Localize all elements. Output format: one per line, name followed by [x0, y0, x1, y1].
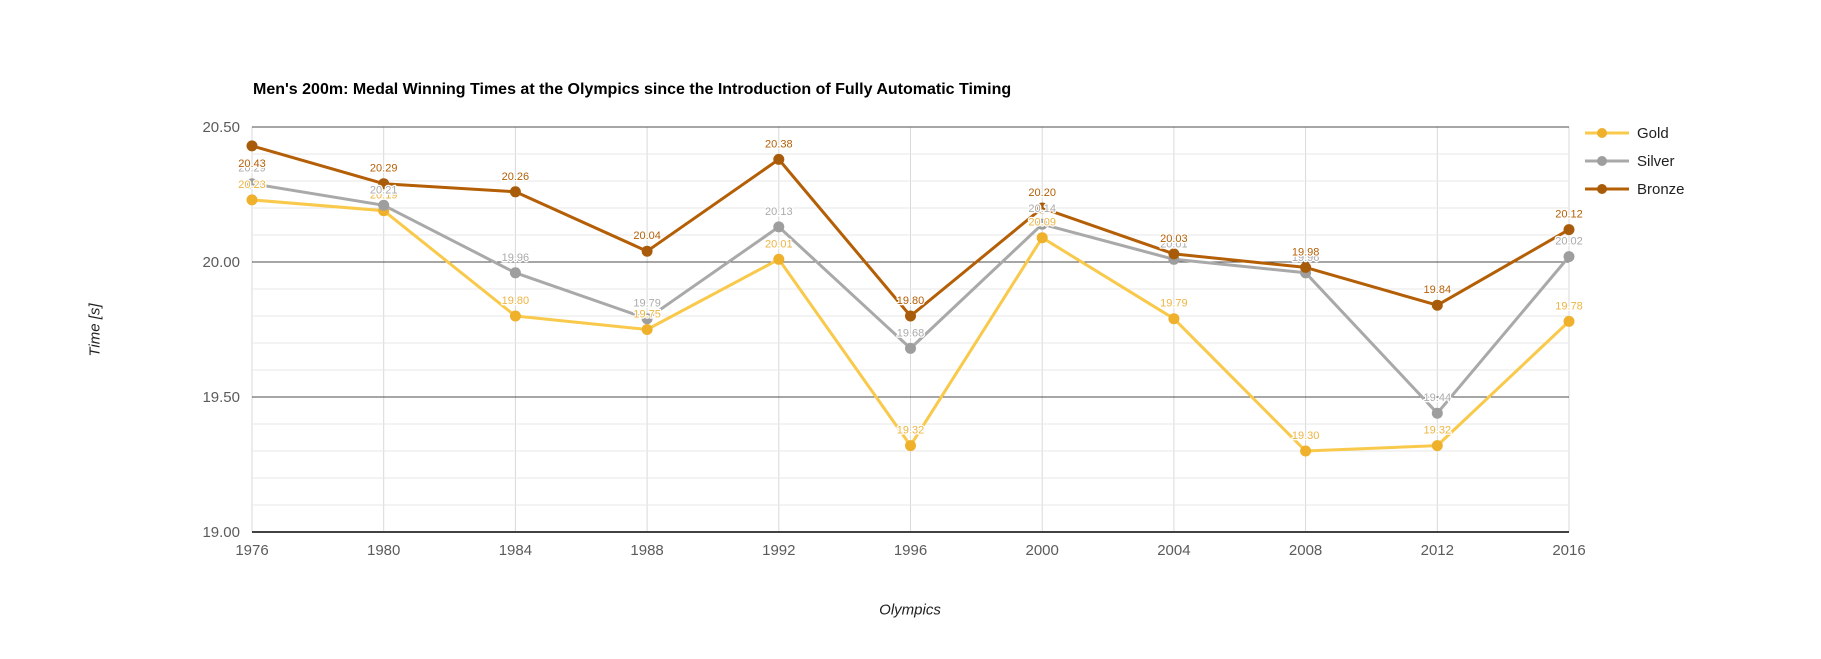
- y-tick-label: 20.50: [202, 119, 240, 136]
- gold-point-2000[interactable]: [1036, 232, 1048, 244]
- x-tick-label: 2012: [1421, 542, 1454, 559]
- bronze-point-1996[interactable]: [905, 310, 916, 322]
- bronze-label-1980: 20.29: [370, 163, 398, 175]
- bronze-point-1976[interactable]: [246, 140, 258, 152]
- legend-label: Gold: [1637, 124, 1669, 142]
- gold-point-2012[interactable]: [1431, 440, 1443, 452]
- bronze-label-2008: 19.98: [1292, 246, 1320, 258]
- bronze-label-2016: 20.12: [1555, 209, 1583, 221]
- bronze-label-2004: 20.03: [1160, 233, 1188, 245]
- x-tick-label: 1992: [762, 542, 795, 559]
- x-tick-label: 2016: [1552, 542, 1585, 559]
- gold-point-2008[interactable]: [1300, 445, 1312, 457]
- gold-label-1988: 19.75: [633, 309, 661, 321]
- gold-label-1976: 20.23: [238, 179, 266, 191]
- bronze-point-2012[interactable]: [1431, 299, 1443, 311]
- silver-label-2016: 20.02: [1555, 236, 1583, 248]
- gold-point-1976[interactable]: [246, 194, 258, 206]
- x-tick-label: 1984: [499, 542, 532, 559]
- legend-label: Silver: [1637, 152, 1675, 170]
- silver-label-2004: 20.01: [1160, 238, 1188, 250]
- silver-label-1996: 19.68: [897, 327, 925, 339]
- gold-label-2016: 19.78: [1555, 300, 1583, 312]
- gold-label-1996: 19.32: [897, 425, 925, 437]
- silver-label-1976: 20.29: [238, 163, 266, 175]
- x-tick-label: 1996: [894, 542, 927, 559]
- legend-label: Bronze: [1637, 180, 1685, 198]
- bronze-label-2012: 19.84: [1424, 284, 1452, 296]
- bronze-label-1988: 20.04: [633, 230, 661, 242]
- x-tick-label: 2008: [1289, 542, 1322, 559]
- bronze-point-1984[interactable]: [509, 186, 521, 198]
- silver-label-2012: 19.44: [1424, 392, 1452, 404]
- bronze-point-2008[interactable]: [1300, 261, 1312, 273]
- bronze-label-1976: 20.43: [238, 158, 266, 170]
- bronze-label-2000: 20.20: [1028, 187, 1056, 199]
- silver-point-1980[interactable]: [378, 199, 390, 211]
- bronze-point-1980[interactable]: [378, 178, 390, 190]
- x-axis-title: Olympics: [879, 601, 941, 619]
- gold-label-2012: 19.32: [1424, 425, 1452, 437]
- x-tick-label: 1988: [630, 542, 663, 559]
- silver-legend-marker-icon: [1585, 156, 1629, 166]
- legend-item-silver[interactable]: Silver: [1585, 147, 1685, 175]
- y-tick-label: 19.50: [202, 389, 240, 406]
- silver-label-1984: 19.96: [502, 252, 530, 264]
- silver-label-1988: 19.79: [633, 298, 661, 310]
- bronze-point-1988[interactable]: [641, 245, 653, 257]
- silver-point-1996[interactable]: [905, 342, 916, 354]
- gold-label-2008: 19.30: [1292, 430, 1320, 442]
- bronze-point-2000[interactable]: [1036, 202, 1048, 214]
- legend-item-gold[interactable]: Gold: [1585, 119, 1685, 147]
- gold-point-1988[interactable]: [641, 324, 653, 335]
- legend: Gold Silver Bronze: [1585, 119, 1685, 203]
- silver-point-2000[interactable]: [1036, 218, 1048, 230]
- y-tick-label: 19.00: [202, 524, 240, 541]
- x-tick-label: 1980: [367, 542, 400, 559]
- y-axis-title: Time [s]: [86, 303, 104, 357]
- gold-point-1992[interactable]: [773, 253, 785, 265]
- gold-point-2016[interactable]: [1563, 315, 1575, 327]
- bronze-label-1984: 20.26: [502, 171, 530, 183]
- gold-label-1980: 20.19: [370, 190, 398, 202]
- legend-item-bronze[interactable]: Bronze: [1585, 175, 1685, 203]
- chart-title: Men's 200m: Medal Winning Times at the O…: [253, 81, 1012, 98]
- x-tick-label: 1976: [235, 542, 268, 559]
- gold-legend-marker-icon: [1585, 128, 1629, 138]
- bronze-point-2016[interactable]: [1563, 224, 1575, 236]
- gold-label-2004: 19.79: [1160, 298, 1188, 310]
- silver-label-2000: 20.14: [1028, 203, 1056, 215]
- bronze-point-1992[interactable]: [773, 153, 785, 165]
- silver-point-2016[interactable]: [1563, 251, 1575, 263]
- silver-label-1992: 20.13: [765, 206, 793, 218]
- gold-point-2004[interactable]: [1168, 313, 1180, 325]
- bronze-legend-marker-icon: [1585, 184, 1629, 194]
- silver-point-1984[interactable]: [509, 267, 521, 279]
- gold-point-1984[interactable]: [509, 310, 521, 322]
- silver-label-2008: 19.96: [1292, 252, 1320, 264]
- bronze-label-1992: 20.38: [765, 138, 793, 150]
- gold-label-2000: 20.09: [1028, 217, 1056, 229]
- silver-point-1992[interactable]: [773, 221, 785, 233]
- silver-point-2012[interactable]: [1431, 407, 1443, 419]
- silver-point-1976[interactable]: [246, 178, 258, 190]
- x-tick-label: 2004: [1157, 542, 1190, 559]
- bronze-label-1996: 19.80: [897, 295, 925, 307]
- silver-point-1988[interactable]: [641, 313, 653, 325]
- y-tick-label: 20.00: [202, 254, 240, 271]
- gold-label-1984: 19.80: [502, 295, 530, 307]
- gold-label-1992: 20.01: [765, 238, 793, 250]
- gold-point-1996[interactable]: [905, 440, 916, 452]
- silver-label-1980: 20.21: [370, 184, 398, 196]
- x-tick-label: 2000: [1026, 542, 1059, 559]
- bronze-point-2004[interactable]: [1168, 248, 1180, 260]
